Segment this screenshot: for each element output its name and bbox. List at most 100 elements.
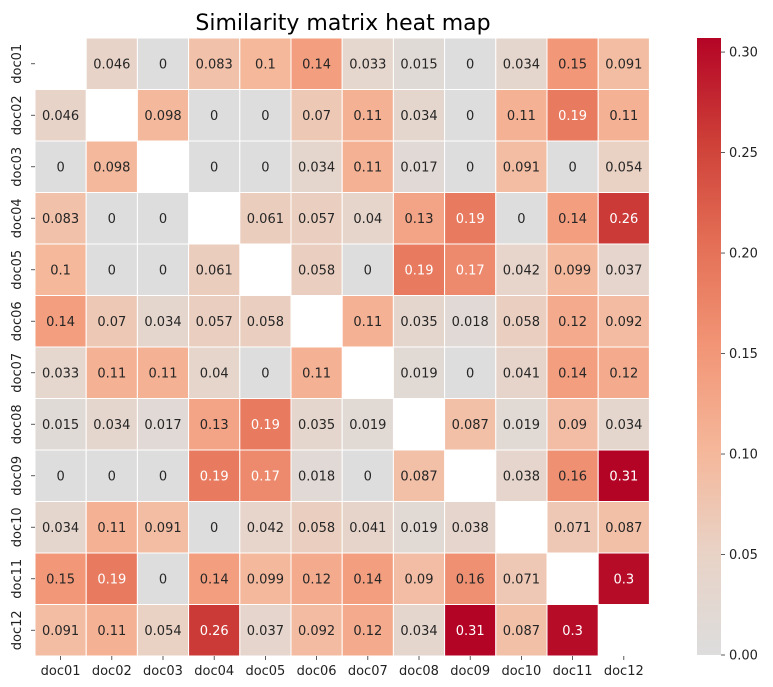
heatmap-cell-doc04-doc10 (495, 192, 548, 245)
heatmap-cell-doc07-doc11 (546, 346, 599, 399)
cell-value-label: 0.14 (353, 572, 382, 587)
cell-value-label: 0 (364, 263, 372, 278)
cell-value-label: 0.11 (97, 624, 126, 639)
heatmap-cell-doc06-doc04 (188, 295, 241, 348)
heatmap-cell-doc05-doc03 (136, 243, 190, 296)
cell-value-label: 0.16 (456, 572, 485, 587)
cell-value-label: 0.11 (97, 521, 126, 536)
cell-value-label: 0.058 (247, 315, 284, 330)
heatmap-cell-doc04-doc07 (341, 192, 394, 245)
y-tick-label: doc12 (10, 610, 25, 650)
heatmap-cell-doc01-doc09 (444, 37, 497, 90)
colorbar-tick-label: 0.25 (729, 146, 758, 161)
cell-value-label: 0.091 (144, 521, 181, 536)
heatmap-cell-doc07-doc10 (495, 346, 548, 399)
heatmap-cell-doc02-doc04 (188, 89, 241, 142)
y-tick-label: doc05 (10, 250, 25, 290)
heatmap-cell-doc12-doc08 (392, 604, 446, 657)
cell-value-label: 0 (108, 212, 116, 227)
x-tick-label: doc06 (297, 664, 337, 679)
cell-value-label: 0.042 (503, 263, 540, 278)
cell-value-label: 0.11 (97, 366, 126, 381)
cell-value-label: 0 (261, 366, 269, 381)
cell-value-label: 0.19 (456, 212, 485, 227)
heatmap-cell-doc07-doc04 (188, 346, 241, 399)
heatmap-cell-doc08-doc07 (341, 398, 394, 451)
heatmap-cells: 0.046 0 0.083 0.1 0.14 0.033 0.015 0 0.034 0.15 0.… (34, 37, 650, 657)
heatmap-cell-doc02-doc09 (444, 89, 497, 142)
x-axis-ticks: doc01 doc02 doc03 doc04 doc05 doc06 doc07 doc08… (41, 656, 644, 679)
cell-value-label: 0.042 (247, 521, 284, 536)
heatmap-cell-doc11-doc12 (597, 552, 650, 605)
heatmap-cell-doc03-doc01 (34, 140, 87, 193)
heatmap-cell-doc01-doc03 (136, 37, 190, 90)
cell-value-label: 0.07 (302, 109, 331, 124)
cell-value-label: 0 (108, 469, 116, 484)
heatmap-cell-doc09-doc07 (341, 449, 394, 502)
cell-value-label: 0.19 (97, 572, 126, 587)
cell-value-label: 0 (210, 160, 218, 175)
heatmap-cell-doc12-doc03 (136, 604, 190, 657)
heatmap-cell-doc12-doc05 (239, 604, 292, 657)
x-tick-label: doc10 (501, 664, 541, 679)
heatmap-cell-doc07-doc12 (597, 346, 650, 399)
cell-value-label: 0.061 (196, 263, 233, 278)
cell-value-label: 0.034 (42, 521, 79, 536)
heatmap-cell-doc02-doc11 (546, 89, 599, 142)
cell-value-label: 0.13 (200, 418, 229, 433)
cell-value-label: 0.015 (42, 418, 79, 433)
cell-value-label: 0 (568, 160, 576, 175)
cell-value-label: 0.15 (46, 572, 75, 587)
cell-value-label: 0.041 (349, 521, 386, 536)
cell-value-label: 0.31 (609, 469, 638, 484)
colorbar-tick-label: 0.30 (729, 46, 758, 61)
colorbar-tick-label: 0.05 (729, 548, 758, 563)
cell-value-label: 0.14 (558, 212, 587, 227)
cell-value-label: 0.061 (247, 212, 284, 227)
cell-value-label: 0.14 (558, 366, 587, 381)
heatmap-cell-doc10-doc08 (392, 501, 446, 554)
cell-value-label: 0.19 (558, 109, 587, 124)
cell-value-label: 0.13 (405, 212, 434, 227)
cell-value-label: 0.071 (554, 521, 591, 536)
cell-value-label: 0 (159, 57, 167, 72)
cell-value-label: 0.018 (452, 315, 489, 330)
cell-value-label: 0 (56, 469, 64, 484)
cell-value-label: 0.09 (405, 572, 434, 587)
cell-value-label: 0.11 (149, 366, 178, 381)
cell-value-label: 0.099 (554, 263, 591, 278)
heatmap-cell-doc12-doc06 (290, 604, 343, 657)
cell-value-label: 0.17 (456, 263, 485, 278)
heatmap-cell-doc02-doc01 (34, 89, 87, 142)
cell-value-label: 0.04 (200, 366, 229, 381)
heatmap-cell-doc06-doc10 (495, 295, 548, 348)
cell-value-label: 0.058 (503, 315, 540, 330)
heatmap-cell-doc12-doc07 (341, 604, 394, 657)
heatmap-cell-doc08-doc11 (546, 398, 599, 451)
cell-value-label: 0.04 (353, 212, 382, 227)
heatmap-cell-doc11-doc08 (392, 552, 446, 605)
heatmap-cell-doc04-doc05 (239, 192, 292, 245)
cell-value-label: 0.07 (97, 315, 126, 330)
heatmap-cell-doc04-doc12 (597, 192, 650, 245)
cell-value-label: 0 (466, 160, 474, 175)
cell-value-label: 0.019 (503, 418, 540, 433)
cell-value-label: 0.19 (251, 418, 280, 433)
x-tick-label: doc07 (348, 664, 388, 679)
cell-value-label: 0 (159, 263, 167, 278)
heatmap-cell-doc07-doc06 (290, 346, 343, 399)
heatmap-cell-doc09-doc03 (136, 449, 190, 502)
cell-value-label: 0.09 (558, 418, 587, 433)
cell-value-label: 0.015 (400, 57, 437, 72)
cell-value-label: 0 (261, 160, 269, 175)
cell-value-label: 0.034 (503, 57, 540, 72)
heatmap-cell-doc11-doc06 (290, 552, 343, 605)
x-tick-label: doc05 (245, 664, 285, 679)
colorbar-ticks: 0.00 0.05 0.10 0.15 0.20 0.25 0.30 (721, 46, 758, 664)
y-tick-label: doc09 (10, 456, 25, 496)
heatmap-cell-doc02-doc12 (597, 89, 650, 142)
cell-value-label: 0.099 (247, 572, 284, 587)
heatmap-cell-doc05-doc10 (495, 243, 548, 296)
cell-value-label: 0.3 (562, 624, 583, 639)
heatmap-cell-doc10-doc01 (34, 501, 87, 554)
